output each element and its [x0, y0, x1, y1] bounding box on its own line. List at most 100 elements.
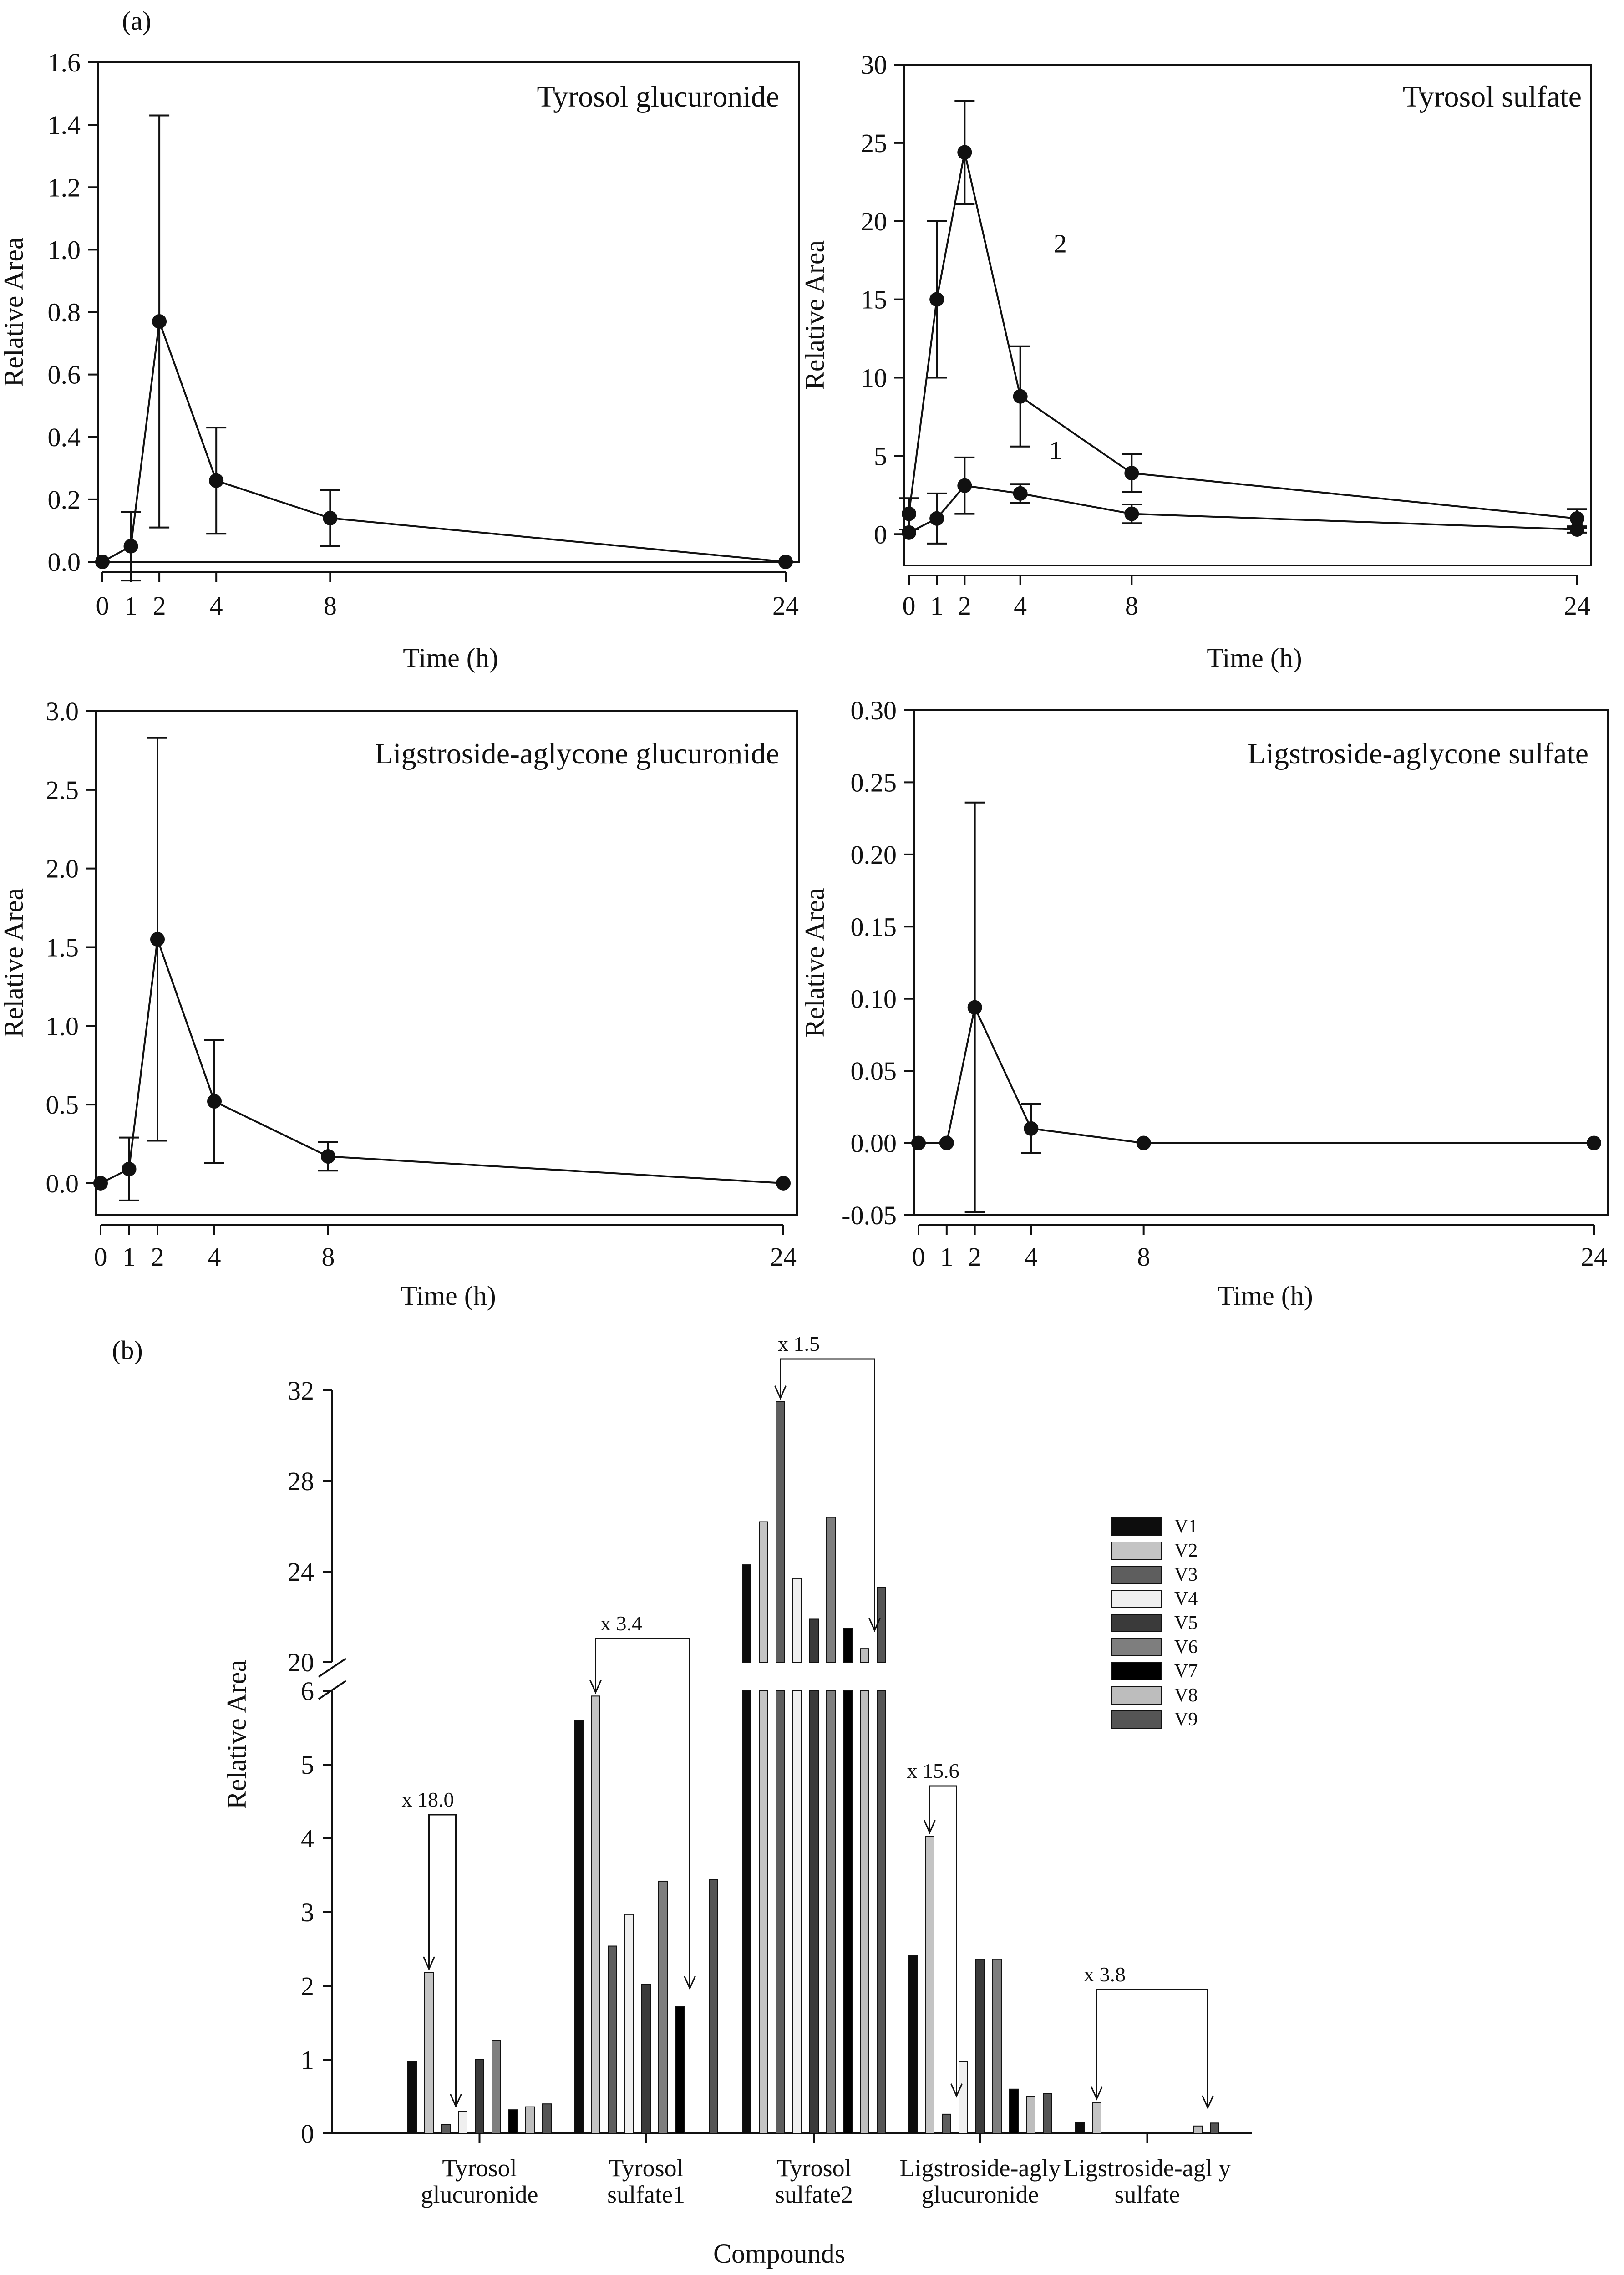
bar-upper-segment: [776, 1401, 785, 1663]
data-point: [1587, 1135, 1601, 1150]
category-label: Tyrosol: [442, 2154, 517, 2182]
arrow-head: [774, 1385, 787, 1400]
legend-swatch: [1111, 1590, 1162, 1608]
bar: [843, 1690, 853, 2134]
x-tick-label: 8: [324, 591, 337, 621]
data-point: [929, 511, 944, 526]
series-line: [102, 321, 786, 563]
y-tick-label: 0.25: [851, 768, 897, 797]
axis-break-mark: [318, 1658, 347, 1678]
bar: [475, 2059, 484, 2134]
data-point: [150, 932, 165, 947]
plot-frame: [97, 61, 800, 563]
bar: [624, 1914, 634, 2134]
y-tick-label: 4: [301, 1824, 314, 1853]
legend-label: V8: [1174, 1685, 1198, 1706]
legend-label: V1: [1174, 1516, 1198, 1537]
x-tick-label: 2: [958, 591, 971, 621]
x-tick-label: 24: [770, 1242, 797, 1272]
y-tick-label: 0.5: [46, 1090, 79, 1120]
x-tick-label: 4: [210, 591, 223, 621]
data-point: [957, 145, 972, 160]
data-point: [1124, 466, 1139, 481]
y-tick-label: 1: [301, 2045, 314, 2075]
bar-upper-segment: [843, 1628, 853, 1663]
y-tick-label: 24: [288, 1557, 314, 1587]
y-tick-label: 10: [861, 363, 887, 393]
fold-change-label: x 3.8: [1084, 1963, 1126, 1986]
data-point: [323, 511, 338, 526]
x-tick-label: 0: [96, 591, 109, 621]
arrow-head: [589, 1680, 602, 1695]
y-tick-label: 0.30: [851, 696, 897, 725]
legend-swatch: [1111, 1517, 1162, 1536]
data-point: [902, 506, 916, 521]
y-tick-label: 2: [301, 1971, 314, 2001]
x-tick-label: 0: [912, 1242, 925, 1272]
data-series: [902, 456, 1587, 545]
bar: [591, 1695, 600, 2134]
y-tick-label: 28: [288, 1466, 314, 1496]
bar: [975, 1959, 985, 2134]
y-tick-label: 30: [861, 50, 887, 80]
y-tick-label: 0.00: [851, 1129, 897, 1158]
data-point: [929, 292, 944, 307]
y-tick-label: 1.4: [48, 110, 81, 140]
x-tick-label: 4: [1025, 1242, 1038, 1272]
bar: [407, 2061, 417, 2134]
category-label: Ligstroside-agl y: [1064, 2154, 1231, 2182]
y-tick-label: 0.2: [48, 485, 81, 514]
legend-label: V3: [1174, 1564, 1198, 1585]
y-axis-label: Relative Area: [0, 237, 29, 387]
fold-change-annotation: x 18.0: [402, 1788, 462, 2108]
bar-upper-segment: [877, 1587, 886, 1663]
bar: [809, 1690, 819, 2134]
data-point: [152, 314, 167, 329]
y-axis-label: Relative Area: [222, 1660, 252, 1809]
y-axis-label: Relative Area: [0, 888, 29, 1038]
x-tick-label: 1: [940, 1242, 953, 1272]
y-tick-label: 20: [861, 207, 887, 236]
legend-label: V9: [1174, 1709, 1198, 1730]
chart-title: Ligstroside-aglycone glucuronide: [375, 737, 779, 770]
x-tick-label: 2: [151, 1242, 164, 1272]
data-point: [95, 555, 110, 569]
data-point: [1013, 389, 1028, 404]
legend: V1 V2 V3 V4 V5 V6 V7 V8 V9: [1111, 1516, 1198, 1730]
y-tick-label: 0.05: [851, 1056, 897, 1086]
data-point: [1124, 506, 1139, 521]
x-tick-label: 8: [1137, 1242, 1150, 1272]
data-point: [957, 478, 972, 493]
legend-swatch: [1111, 1686, 1162, 1705]
chart-title: Ligstroside-aglycone sulfate: [1247, 737, 1588, 770]
data-point: [1024, 1121, 1039, 1136]
y-tick-label: 0: [301, 2119, 314, 2148]
bar-upper-segment: [860, 1648, 869, 1663]
legend-label: V5: [1174, 1613, 1198, 1634]
data-point: [1013, 486, 1028, 501]
panel-a-label: (a): [122, 6, 151, 36]
fold-change-label: x 3.4: [600, 1612, 642, 1635]
data-point: [967, 1000, 982, 1015]
bar: [709, 1879, 718, 2134]
bar: [574, 1720, 584, 2134]
data-series: [93, 737, 791, 1201]
bar: [458, 2111, 467, 2134]
bar: [759, 1690, 768, 2134]
x-tick-label: 8: [1125, 591, 1138, 621]
legend-label: V2: [1174, 1540, 1198, 1561]
bar-chart: 0 1 2 3 4 5 620 24 28 32 Relative Area Compounds Tyr…: [222, 1332, 1252, 2269]
y-tick-label: 0.20: [851, 840, 897, 870]
x-tick-label: 4: [208, 1242, 221, 1272]
y-tick-label: 1.5: [46, 932, 79, 962]
category-label: sulfate: [1115, 2181, 1180, 2208]
fold-change-label: x 15.6: [907, 1759, 959, 1782]
bar-upper-segment: [792, 1578, 802, 1663]
bar: [925, 1836, 934, 2134]
bar: [1009, 2088, 1019, 2134]
legend-swatch: [1111, 1542, 1162, 1560]
fold-change-annotation: x 15.6: [907, 1759, 963, 2098]
y-tick-label: 1.0: [46, 1011, 79, 1041]
